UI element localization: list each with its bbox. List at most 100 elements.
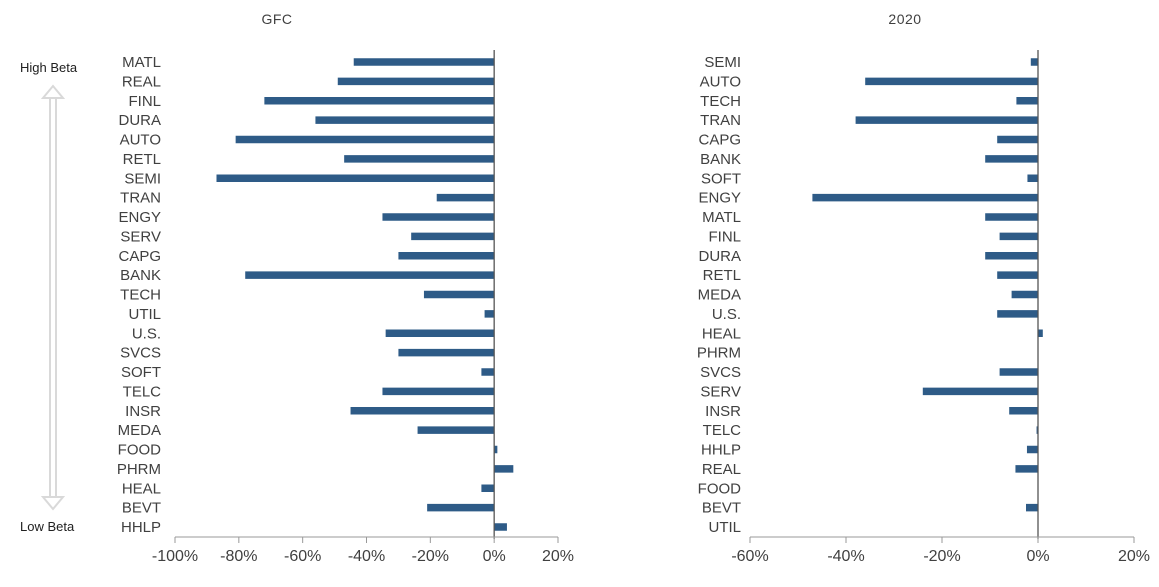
category-label: RETL [703,267,741,284]
x-tick-label: -40% [348,548,385,565]
category-label: REAL [702,461,741,478]
bar-finl [264,97,495,105]
category-label: TECH [120,287,161,304]
bar-auto [235,135,495,144]
x-tick-label: -60% [731,548,768,565]
bar-retl [344,155,495,163]
bar-matl [353,58,495,66]
category-label: SOFT [121,364,161,381]
category-label: HEAL [122,480,161,497]
bar-svcs [398,348,495,357]
x-tick-label: 0% [1026,548,1049,565]
category-label: HEAL [702,325,741,342]
panel-2020: 2020 SEMI AUTO TECH TRAN CAPG BANK SOFT ENGY MAT… [697,11,1150,565]
bar-phrm [494,465,514,473]
bar-finl [999,232,1038,241]
category-label: BANK [120,267,161,284]
category-label: HHLP [121,519,161,536]
category-label: TELC [703,422,742,439]
category-label: MATL [702,209,741,226]
beta-scale: High Beta Low Beta [20,60,78,534]
bar-retl [997,271,1038,279]
x-tick-label: -60% [284,548,321,565]
bar-dura [985,252,1038,260]
bar-hhlp [1026,445,1038,454]
category-label: REAL [122,73,161,90]
bar-real [337,77,495,86]
bar-insr [350,407,495,415]
category-label: AUTO [120,132,161,149]
category-label: INSR [125,403,161,420]
category-label: SVCS [120,345,161,362]
beta-double-arrow-icon [40,84,66,511]
low-beta-label: Low Beta [20,519,75,534]
high-beta-label: High Beta [20,60,78,75]
bar-telc [1036,426,1039,434]
bar-meda [417,426,495,434]
category-label: BEVT [702,500,741,517]
bar-capg [398,252,495,260]
category-label: INSR [705,403,741,420]
bar-soft [1027,174,1038,182]
bar-real [1015,465,1038,473]
bar-us [385,329,495,337]
bar-capg [997,135,1038,144]
category-label: AUTO [700,73,741,90]
category-label: FINL [128,93,161,110]
bar-meda [1011,290,1038,299]
x-tick-label: -20% [412,548,449,565]
bar-dura [315,116,495,124]
category-label: CAPG [118,248,161,265]
category-label: UTIL [128,306,161,323]
bar-food [494,445,498,454]
category-label: DURA [698,248,741,265]
category-label: DURA [118,112,161,129]
bar-heal [1038,329,1043,337]
bar-auto [865,77,1038,86]
category-label: FOOD [698,480,741,497]
panel-title-2020: 2020 [888,11,921,27]
category-label: TRAN [700,112,741,129]
category-label: MATL [122,54,161,71]
bar-hhlp [494,523,507,531]
category-label: BANK [700,151,741,168]
bar-telc [382,387,495,396]
bar-engy [812,193,1038,202]
bar-svcs [999,368,1038,376]
category-label: ENGY [118,209,161,226]
bar-tech [1016,97,1038,105]
category-label: TELC [123,383,162,400]
bar-matl [985,213,1038,221]
bar-soft [481,368,495,376]
x-tick-label: 20% [542,548,574,565]
category-label: SEMI [704,54,741,71]
panel-title-gfc: GFC [261,11,292,27]
x-tick-label: -40% [827,548,864,565]
category-label: SVCS [700,364,741,381]
category-label: SEMI [124,170,161,187]
category-label: PHRM [117,461,161,478]
category-label: ENGY [698,190,741,207]
x-tick-label: -20% [923,548,960,565]
bar-bank [245,271,495,279]
category-label: UTIL [708,519,741,536]
category-label: TRAN [120,190,161,207]
bar-heal [481,484,495,492]
bar-semi [1030,58,1038,66]
gfc-panel: GFC MATL REAL FINL DURA AUTO RETL SEMI TRAN ENGY… [117,11,574,565]
category-label: FOOD [118,442,161,459]
category-label: U.S. [712,306,741,323]
bar-engy [382,213,495,221]
category-label: TECH [700,93,741,110]
x-tick-label: -80% [220,548,257,565]
bar-tran [436,193,495,202]
category-label: SERV [120,228,161,245]
category-label: U.S. [132,325,161,342]
category-label: SERV [700,383,741,400]
category-label: MEDA [118,422,161,439]
bar-serv [411,232,495,241]
category-label: RETL [123,151,161,168]
bar-insr [1009,407,1038,415]
bar-bevt [427,503,495,512]
